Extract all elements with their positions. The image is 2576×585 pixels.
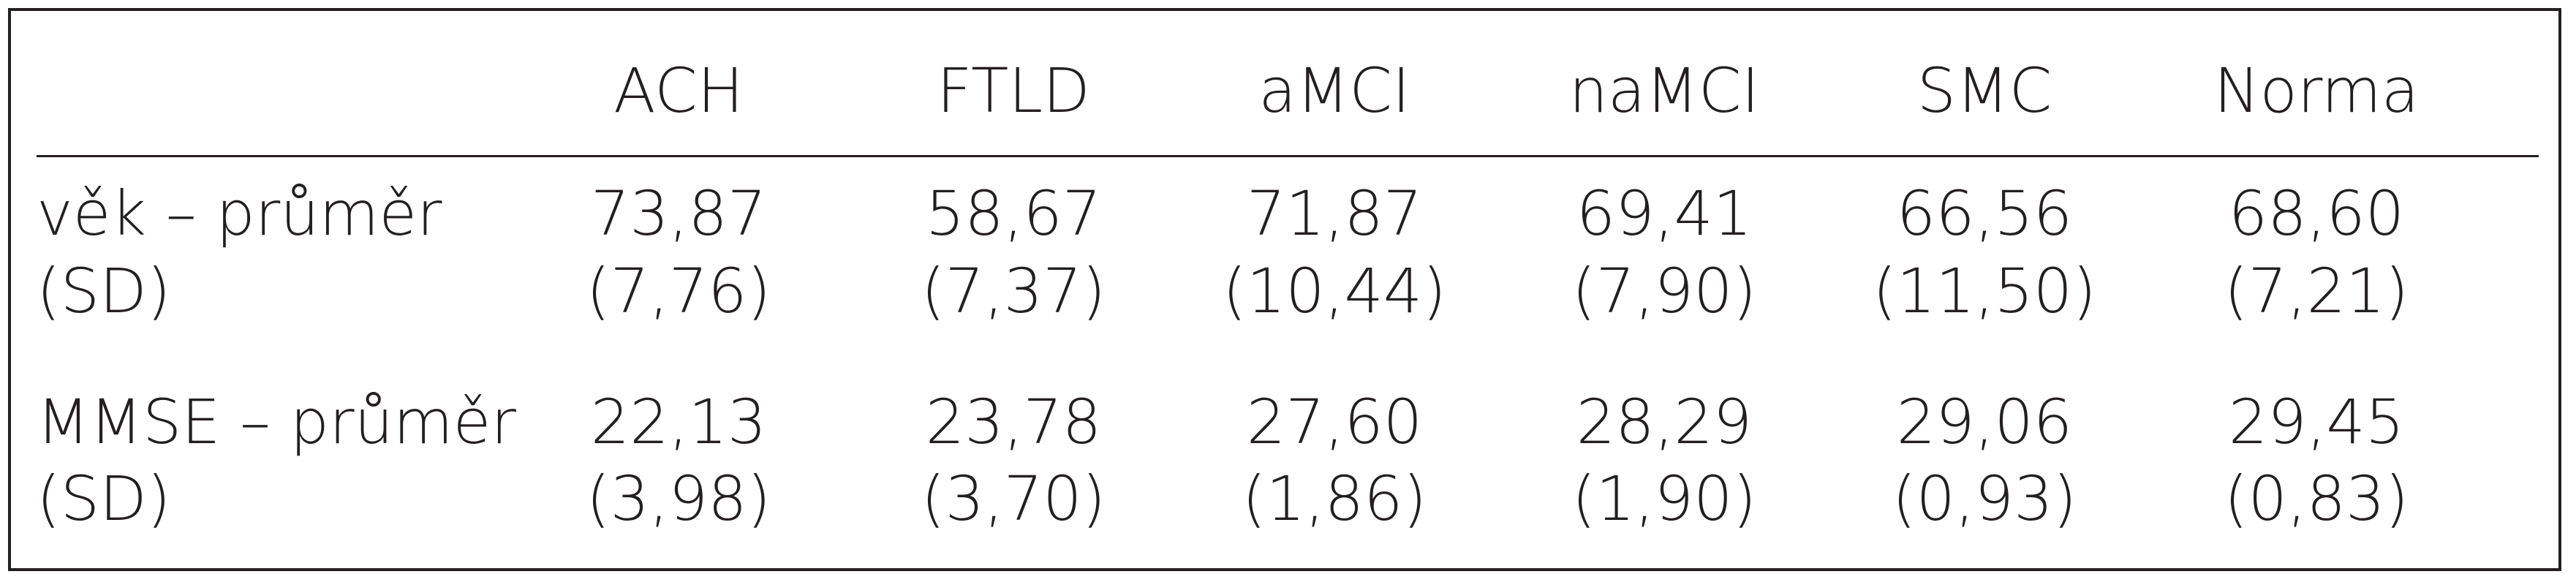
cell-value: 23,78: [925, 386, 1102, 458]
cell-value: (7,76): [586, 255, 771, 327]
column-header: aMCI: [1258, 55, 1410, 127]
cell-value: 58,67: [925, 178, 1102, 249]
column-header: SMC: [1916, 55, 2052, 127]
cell-value: 71,87: [1246, 178, 1423, 249]
column-header: ACH: [613, 55, 744, 127]
row-label: (SD): [37, 255, 171, 327]
cell-value: (7,37): [921, 255, 1106, 327]
cell-value: 29,45: [2228, 386, 2405, 458]
cell-value: (11,50): [1872, 255, 2097, 327]
column-header: naMCI: [1568, 55, 1760, 127]
cell-value: (3,70): [921, 463, 1106, 535]
cell-value: (0,93): [1892, 463, 2077, 535]
cell-value: 27,60: [1246, 386, 1423, 458]
column-header: FTLD: [937, 55, 1090, 127]
cell-value: 29,06: [1896, 386, 2073, 458]
row-label: věk – průměr: [37, 178, 442, 249]
cell-value: 66,56: [1896, 178, 2073, 249]
cell-value: (1,90): [1571, 463, 1757, 535]
cell-value: (7,90): [1571, 255, 1757, 327]
cell-value: 28,29: [1576, 386, 1753, 458]
cell-value: 69,41: [1576, 178, 1753, 249]
cell-value: 22,13: [590, 386, 767, 458]
cell-value: (1,86): [1242, 463, 1427, 535]
cell-value: (10,44): [1222, 255, 1447, 327]
cell-value: 68,60: [2228, 178, 2405, 249]
header-rule: [37, 155, 2539, 157]
cell-value: (3,98): [586, 463, 771, 535]
row-label: MMSE – průměr: [37, 386, 516, 458]
column-header: Norma: [2213, 55, 2420, 127]
table-border: [8, 8, 2561, 571]
cell-value: 73,87: [590, 178, 767, 249]
row-label: (SD): [37, 463, 171, 535]
cell-value: (0,83): [2224, 463, 2409, 535]
cell-value: (7,21): [2224, 255, 2409, 327]
